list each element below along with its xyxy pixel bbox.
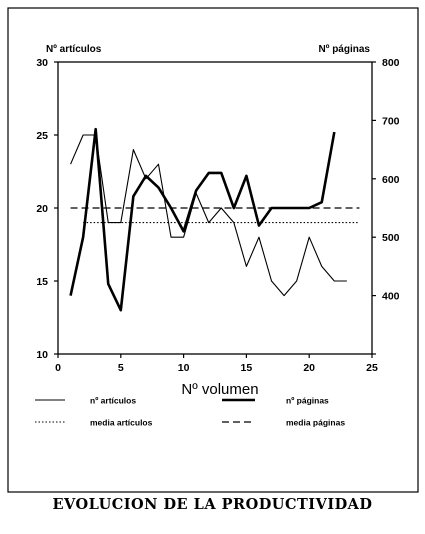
left-axis-tick-label: 30 — [36, 57, 48, 69]
legend-label-media-paginas: media páginas — [286, 418, 345, 428]
legend-label-nn-articulos: nº artículos — [90, 396, 136, 406]
x-axis-tick-label: 25 — [366, 362, 378, 374]
right-axis-tick-label: 400 — [382, 291, 400, 303]
x-axis-tick-label: 0 — [55, 362, 61, 374]
series-line-nn-paginas — [69, 127, 336, 312]
figure-caption: EVOLUCION DE LA PRODUCTIVIDAD — [52, 496, 373, 513]
figure-frame — [7, 7, 419, 493]
left-axis-tick-label: 20 — [36, 203, 48, 215]
right-axis-title: Nº páginas — [319, 44, 371, 55]
left-axis-title: Nº artículos — [46, 44, 102, 55]
right-axis-tick-label: 800 — [382, 57, 400, 69]
left-axis-tick-label: 10 — [36, 349, 48, 361]
x-axis-tick-label: 20 — [303, 362, 315, 374]
legend-label-nn-paginas: nº páginas — [286, 396, 329, 406]
left-axis-tick-label: 15 — [36, 276, 48, 288]
left-axis-tick-label: 25 — [36, 130, 48, 142]
legend-label-media-articulos: media artículos — [90, 418, 153, 428]
x-axis-title: Nº volumen — [181, 381, 258, 398]
x-axis-tick-label: 15 — [241, 362, 253, 374]
right-axis-tick-label: 600 — [382, 174, 400, 186]
series-line-nn-articulos — [70, 134, 347, 297]
right-axis-tick-label: 500 — [382, 232, 400, 244]
right-axis-tick-label: 700 — [382, 115, 400, 127]
x-axis-tick-label: 5 — [118, 362, 124, 374]
x-axis-tick-label: 10 — [178, 362, 190, 374]
